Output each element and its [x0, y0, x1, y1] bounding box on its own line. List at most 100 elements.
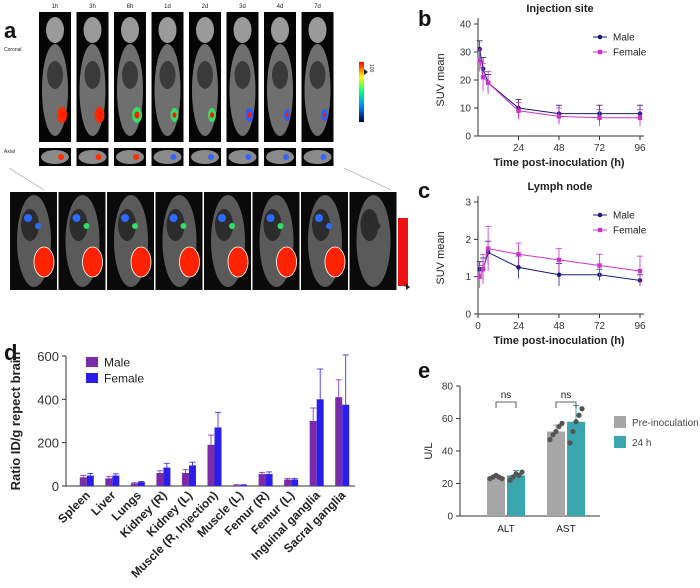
data-point-female — [597, 115, 602, 120]
axial-uptake-spot — [320, 154, 327, 160]
bar-24h — [567, 421, 585, 516]
bar-male — [79, 477, 87, 486]
bar-male — [105, 478, 113, 486]
zoom-uptake-blue — [363, 214, 372, 222]
zoom-uptake-green — [180, 223, 187, 229]
zoom-injection-site — [130, 246, 152, 278]
time-label-1h: 1h — [52, 4, 59, 10]
chart-title: Lymph node — [528, 181, 593, 193]
coronal-body — [192, 44, 218, 136]
data-point-female — [556, 114, 562, 119]
coronal-uptake-core — [172, 112, 177, 118]
y-tick-label: 30 — [460, 48, 472, 59]
coronal-organ — [272, 61, 288, 89]
data-point — [519, 469, 525, 475]
coronal-head — [308, 17, 327, 43]
time-label-1d: 1d — [164, 4, 171, 10]
legend-label: Male — [613, 211, 635, 222]
coronal-organ — [234, 61, 251, 89]
panel-letter-e: e — [418, 358, 431, 383]
time-label-3d: 3d — [239, 4, 246, 10]
y-tick-label: 1 — [465, 272, 471, 283]
zoom-uptake-green — [374, 223, 381, 229]
category-label: ALT — [497, 524, 515, 535]
zoom-uptake-green — [132, 223, 138, 229]
data-point-female — [480, 75, 486, 80]
legend-label: Male — [104, 356, 130, 370]
zoom-uptake-blue — [218, 214, 226, 222]
colorbar-marker-icon-2 — [406, 284, 410, 290]
data-point-female — [477, 274, 482, 279]
axial-body — [266, 150, 294, 164]
x-axis-label: Time post-inoculation (h) — [493, 335, 625, 347]
axial-label: Axial — [4, 149, 15, 155]
y-tick-label: 3 — [465, 198, 471, 209]
bar-24h — [507, 475, 525, 516]
chart-injection-site: Injection site 0 10 20 30 40 24 48 72 96 Time post… — [435, 3, 647, 169]
axial-body — [191, 150, 219, 164]
bar-female — [316, 399, 324, 486]
coronal-organ — [84, 61, 101, 89]
coronal-head — [271, 17, 289, 43]
zoom-injection-site — [33, 246, 55, 278]
y-tick-label: 0 — [52, 479, 59, 494]
zoom-uptake-green — [35, 223, 41, 229]
coronal-image-row — [39, 12, 334, 142]
data-point — [576, 412, 582, 418]
data-point — [553, 428, 559, 435]
y-tick-label: 600 — [37, 349, 59, 364]
y-tick-label: 40 — [442, 447, 454, 458]
zoom-guide-right — [343, 167, 392, 191]
zoom-guide-left — [8, 167, 45, 191]
y-tick-label: 0 — [465, 132, 471, 143]
data-point — [499, 476, 505, 482]
x-axis-label: Time post-inoculation (h) — [493, 157, 625, 169]
data-point — [567, 440, 573, 446]
axial-body — [78, 150, 107, 164]
bar-male — [284, 479, 292, 486]
data-point-female — [516, 252, 521, 257]
time-label-3h: 3h — [89, 4, 96, 10]
zoom-body — [356, 195, 391, 287]
zoom-uptake-blue — [121, 214, 129, 222]
bar-male — [130, 483, 138, 486]
bar-male — [207, 444, 215, 486]
bar-pre-inoculation — [487, 477, 505, 516]
y-tick-label: 10 — [460, 104, 472, 115]
zoom-uptake-blue — [266, 214, 275, 222]
coronal-body — [267, 44, 293, 136]
coronal-organ — [47, 61, 63, 89]
y-tick-label: 80 — [442, 382, 454, 393]
coronal-head — [196, 17, 214, 43]
legend-label: Female — [613, 48, 647, 59]
data-point — [559, 420, 565, 426]
bar-female — [214, 427, 222, 486]
x-tick-label: 96 — [634, 143, 646, 154]
coronal-uptake-core — [134, 111, 140, 119]
zoom-injection-site — [179, 246, 200, 278]
data-point — [547, 437, 553, 443]
legend-label: Female — [613, 226, 647, 237]
zoom-uptake-blue — [72, 214, 81, 222]
legend-marker-female — [597, 49, 603, 55]
panel-letter-b: b — [418, 6, 432, 31]
bar-female — [137, 482, 145, 486]
x-tick-label: 72 — [594, 143, 606, 154]
data-point — [573, 419, 579, 425]
category-label: AST — [556, 524, 575, 535]
coronal-body — [304, 44, 331, 136]
legend-swatch — [86, 357, 98, 367]
colorbar-top-value: 100 — [368, 64, 374, 73]
axial-uptake-spot — [208, 154, 214, 160]
data-point-female — [485, 80, 491, 85]
x-tick-label: 72 — [594, 321, 606, 332]
category-label: Spleen — [55, 488, 93, 526]
y-tick-label: 400 — [37, 392, 59, 407]
time-label-2d: 2d — [202, 4, 209, 10]
y-tick-label: 2 — [465, 235, 471, 246]
y-tick-label: 0 — [465, 310, 471, 321]
axial-body — [153, 150, 182, 164]
coronal-uptake-core — [210, 112, 214, 118]
zoom-uptake-blue — [169, 214, 178, 222]
